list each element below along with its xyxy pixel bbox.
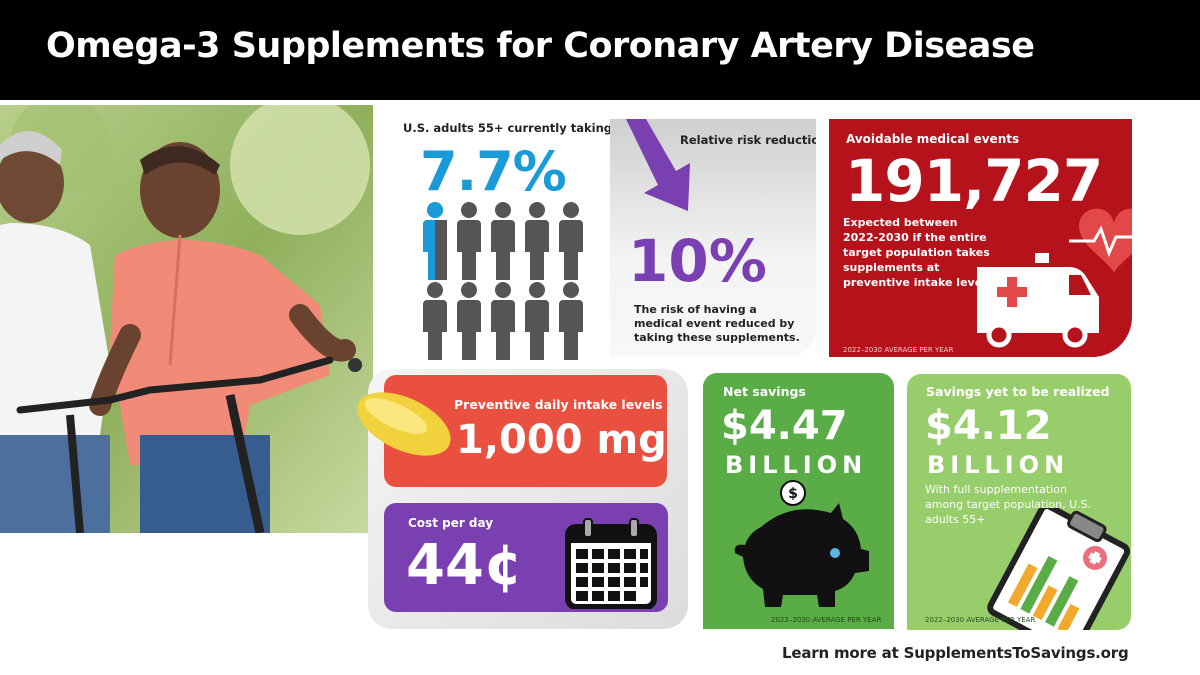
avoidable-events-number: 191,727 [845, 147, 1103, 215]
calendar-icon [565, 518, 657, 609]
avoidable-events-description: Expected between 2022-2030 if the entire… [843, 216, 993, 289]
pill-icon [357, 392, 451, 456]
piggy-bank-icon: $ [734, 480, 869, 607]
intake-value: 1,000 mg [456, 417, 667, 463]
people-icon-grid [423, 202, 583, 360]
person-icon [525, 202, 549, 280]
avoidable-events-label: Avoidable medical events [846, 132, 1020, 146]
person-icon [491, 282, 515, 360]
person-icon [491, 202, 515, 280]
savings-realized-footnote: 2022–2030 AVERAGE PER YEAR [925, 616, 1036, 624]
savings-realized-value: $4.12 [925, 403, 1052, 449]
person-icon [559, 202, 583, 280]
couple-photo [0, 105, 373, 533]
arrow-down-icon [626, 119, 690, 211]
ambulance-heart-group [977, 208, 1132, 348]
cost-label: Cost per day [408, 516, 494, 530]
relative-risk-percent: 10% [628, 227, 767, 295]
relative-risk-label: Relative risk reduction [680, 133, 816, 147]
net-savings-footnote: 2022–2030 AVERAGE PER YEAR [771, 616, 882, 624]
intake-label: Preventive daily intake levels [454, 397, 663, 412]
savings-realized-panel: Savings yet to be realized $4.12 BILLION… [907, 374, 1131, 630]
person-icon [457, 282, 481, 360]
page-title: Omega-3 Supplements for Coronary Artery … [46, 26, 1035, 66]
cost-value: 44¢ [406, 533, 523, 598]
us-adults-label: U.S. adults 55+ currently taking [403, 121, 613, 135]
relative-risk-description: The risk of having a medical event reduc… [634, 303, 800, 344]
us-adults-percent: 7.7% [420, 140, 567, 203]
net-savings-unit: BILLION [725, 451, 868, 479]
title-bar: Omega-3 Supplements for Coronary Artery … [0, 0, 1200, 100]
coin-dollar-sign: $ [788, 486, 798, 502]
person-icon [559, 282, 583, 360]
net-savings-panel: Net savings $4.47 BILLION $ 2022–2030 AV… [703, 373, 894, 629]
person-icon [525, 282, 549, 360]
person-icon [457, 202, 481, 280]
relative-risk-panel: Relative risk reduction 10% The risk of … [610, 119, 816, 357]
learn-more-link[interactable]: Learn more at SupplementsToSavings.org [782, 644, 1129, 662]
net-savings-label: Net savings [723, 384, 806, 399]
savings-realized-label: Savings yet to be realized [926, 384, 1110, 399]
dollar-coin-icon: $ [780, 480, 806, 506]
net-savings-value: $4.47 [721, 403, 848, 449]
avoidable-events-panel: Avoidable medical events 191,727 Expecte… [829, 119, 1132, 357]
savings-realized-unit: BILLION [927, 451, 1070, 479]
person-icon [423, 282, 447, 360]
avoidable-events-footnote: 2022–2030 AVERAGE PER YEAR [843, 346, 954, 354]
heart-icon [1069, 208, 1132, 273]
ambulance-icon [977, 253, 1099, 348]
clipboard-chart-icon [987, 508, 1131, 630]
